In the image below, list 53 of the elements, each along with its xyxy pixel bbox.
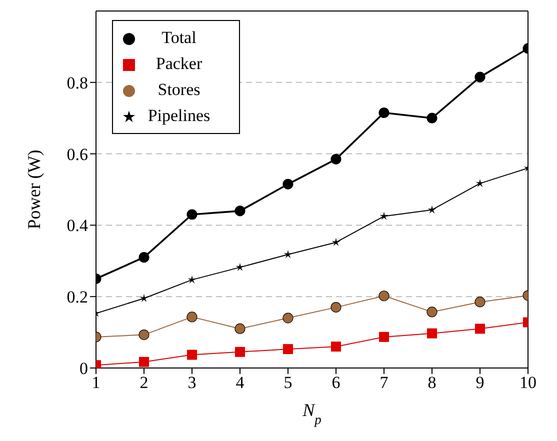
point (139, 356, 149, 367)
point (282, 178, 294, 190)
point (235, 346, 245, 357)
point (379, 332, 389, 342)
y-tick-label: 0.2 (66, 288, 88, 307)
x-tick-label: 2 (140, 373, 148, 392)
point (187, 350, 197, 360)
y-tick-label: 0 (80, 359, 88, 378)
point (186, 209, 198, 220)
point (378, 290, 390, 302)
point (476, 178, 484, 188)
point (378, 107, 390, 118)
point (138, 330, 150, 340)
x-tick-label: 8 (428, 373, 436, 392)
point (282, 312, 294, 324)
point (475, 324, 485, 334)
point (138, 252, 150, 263)
point (234, 323, 246, 334)
point (474, 296, 486, 308)
y-tick-label: 0.6 (66, 144, 88, 164)
point (426, 112, 438, 124)
x-tick-label: 10 (520, 373, 536, 392)
y-tick-label: 0.4 (66, 216, 88, 236)
point (236, 262, 244, 271)
point (330, 302, 342, 313)
x-tick-label: 7 (380, 373, 389, 392)
x-tick-label: 5 (284, 373, 292, 392)
point (331, 342, 341, 352)
x-tick-label: 3 (188, 373, 196, 392)
legend-label: Total (160, 27, 198, 49)
x-tick-label: 6 (332, 373, 340, 392)
point (283, 344, 293, 354)
x-tick-label: 4 (236, 373, 245, 392)
point (427, 328, 437, 338)
point (186, 312, 198, 322)
point (332, 238, 340, 246)
y-tick-label: 0.8 (66, 73, 88, 92)
x-tick-label: 9 (476, 373, 484, 392)
x-axis-title: N$_{p}$ (302, 400, 322, 426)
legend-label: Packer (154, 53, 204, 75)
legend-label: Pipelines (146, 105, 212, 127)
point (474, 72, 486, 82)
point (380, 212, 388, 220)
legend-label: Stores (156, 79, 202, 101)
point (234, 206, 246, 216)
point (428, 205, 436, 214)
point (330, 154, 342, 164)
point (188, 275, 196, 284)
point (140, 294, 148, 302)
x-tick-label: 1 (92, 373, 100, 392)
y-axis-title: Power (W) (24, 150, 44, 230)
point (284, 250, 292, 258)
point (426, 306, 438, 318)
